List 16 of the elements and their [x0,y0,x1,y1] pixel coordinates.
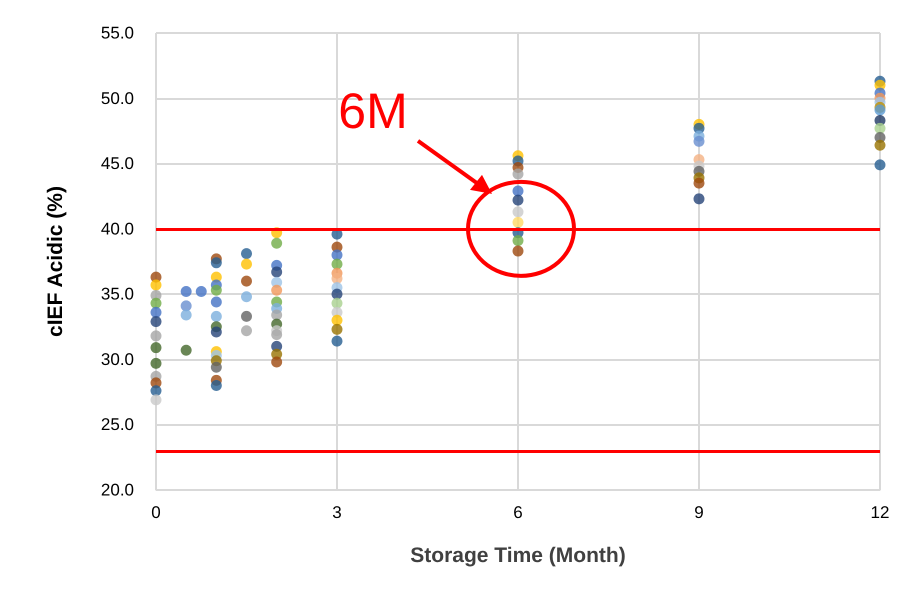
y-tick-label: 45.0 [100,154,134,174]
x-tick-label: 0 [151,503,161,522]
y-tick-label: 20.0 [100,480,134,500]
y-tick-label: 40.0 [100,219,134,238]
x-tick-label: 6 [513,503,523,522]
y-axis-title: cIEF Acidic (%) [44,186,67,337]
x-axis-title: Storage Time (Month) [410,544,626,567]
y-tick-label: 35.0 [100,284,134,304]
annotation: 6M [338,82,408,139]
x-tick-label: 12 [870,503,890,522]
x-tick-label: 9 [694,503,704,522]
y-tick-label: 50.0 [100,88,134,108]
y-tick-label: 25.0 [100,415,134,434]
y-tick-label: 55.0 [100,24,134,42]
y-tick-label: 30.0 [100,350,134,369]
x-tick-label: 3 [332,503,342,522]
